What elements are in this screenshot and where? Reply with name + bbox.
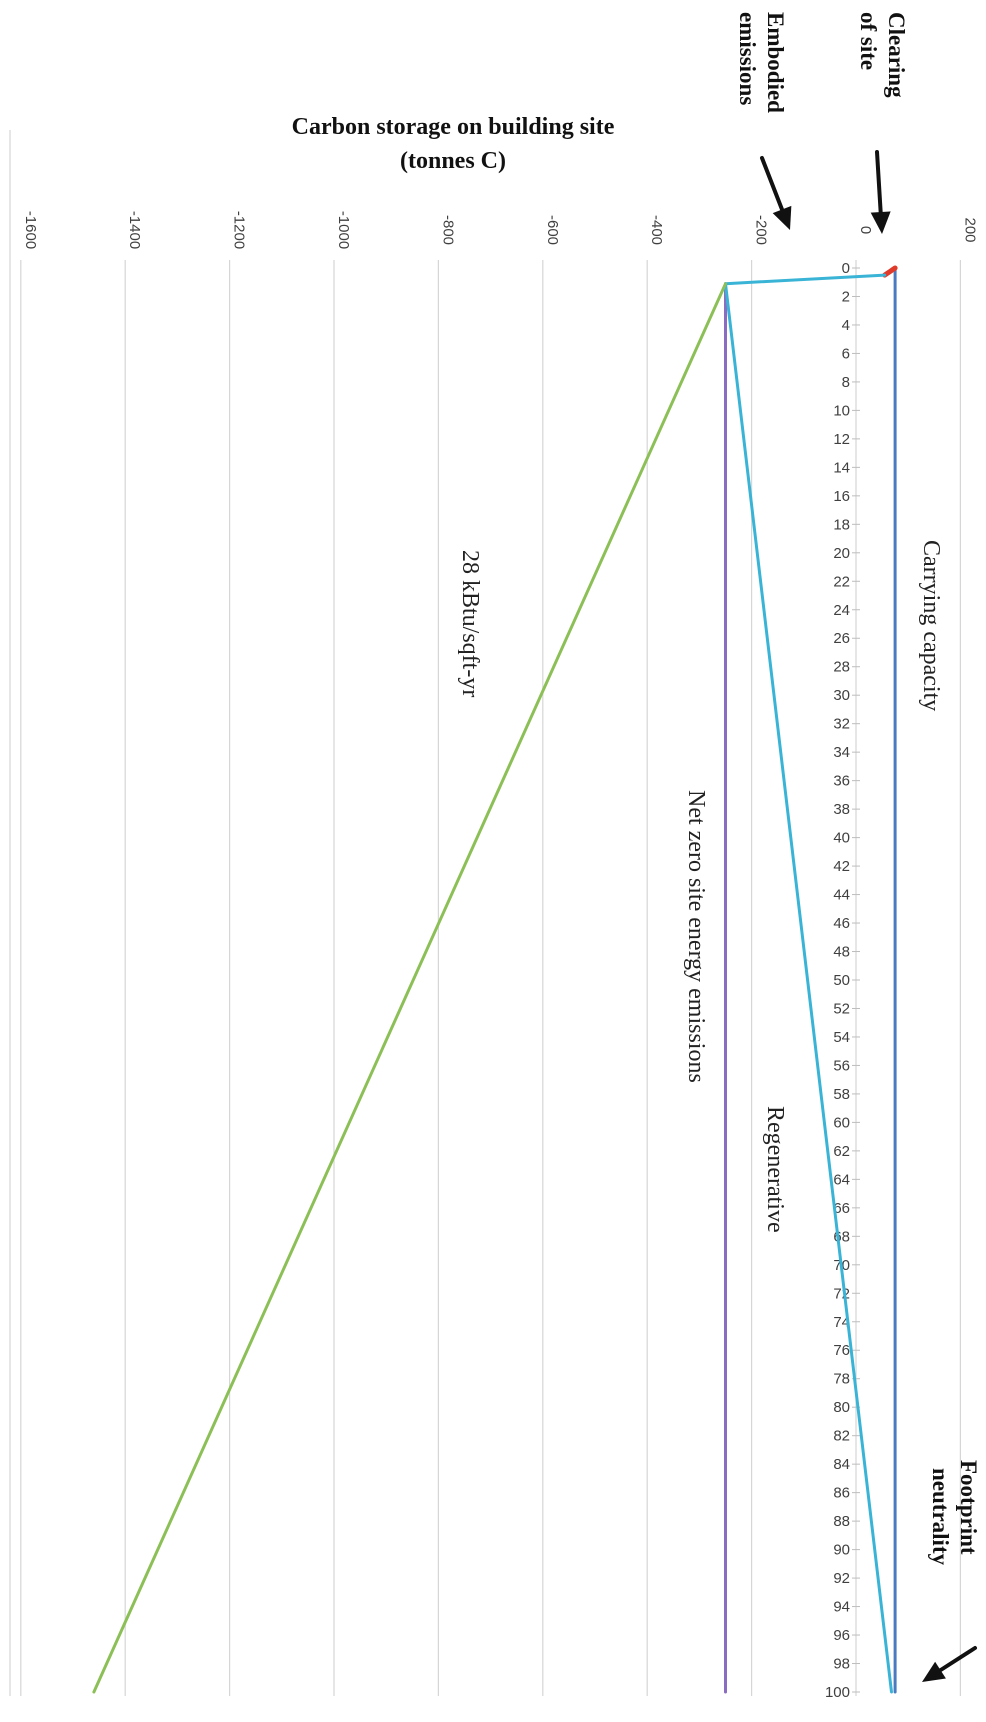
time-tick-label: 62	[833, 1143, 850, 1160]
time-tick-label: 98	[833, 1656, 850, 1673]
value-tick-label: 0	[857, 226, 874, 234]
time-tick-label: 64	[833, 1171, 850, 1188]
axis-title-line1: Carbon storage on building site	[292, 114, 615, 140]
label-regenerative: Regenerative	[762, 1106, 788, 1233]
clearing-arrow	[870, 150, 891, 234]
time-tick-label: 4	[842, 317, 850, 334]
time-tick-label: 54	[833, 1029, 850, 1046]
value-tick-label: -200	[753, 215, 770, 245]
label-embodied-line2: emissions	[735, 12, 760, 105]
value-tick-label: -1400	[126, 211, 143, 249]
annotation-arrows	[760, 150, 977, 1682]
footprint-arrow	[922, 1646, 977, 1682]
time-tick-label: 78	[833, 1371, 850, 1388]
time-tick-label: 42	[833, 858, 850, 875]
axes: 2000-200-400-600-800-1000-1200-1400-1600…	[9, 130, 978, 1701]
time-tick-label: 74	[833, 1314, 850, 1331]
label-embodied-line1: Embodied	[763, 12, 788, 113]
time-tick-label: 92	[833, 1570, 850, 1587]
time-tick-label: 34	[833, 744, 850, 761]
label-footprint-line2: neutrality	[928, 1468, 953, 1566]
time-tick-label: 76	[833, 1342, 850, 1359]
time-tick-label: 30	[833, 687, 850, 704]
time-tick-label: 88	[833, 1513, 850, 1530]
time-tick-label: 16	[833, 488, 850, 505]
time-tick-label: 44	[833, 887, 850, 904]
time-tick-label: 10	[833, 402, 850, 419]
label-net-zero: Net zero site energy emissions	[683, 790, 709, 1083]
time-tick-label: 60	[833, 1114, 850, 1131]
time-tick-label: 6	[842, 345, 850, 362]
value-tick-label: 200	[961, 217, 978, 242]
time-tick-label: 94	[833, 1599, 850, 1616]
series-line-embodied	[724, 273, 887, 286]
time-tick-label: 82	[833, 1428, 850, 1445]
value-tick-label: -1000	[335, 211, 352, 249]
value-tick-label: -1600	[22, 211, 39, 249]
label-footprint-line1: Footprint	[956, 1460, 981, 1555]
time-tick-label: 52	[833, 1000, 850, 1017]
time-tick-label: 8	[842, 374, 850, 391]
time-tick-label: 22	[833, 573, 850, 590]
time-tick-label: 2	[842, 288, 850, 305]
value-tick-label: -600	[544, 215, 561, 245]
time-tick-label: 58	[833, 1086, 850, 1103]
label-clearing-line2: of site	[856, 12, 881, 70]
time-tick-label: 90	[833, 1542, 850, 1559]
label-carrying-capacity: Carrying capacity	[918, 540, 944, 711]
time-tick-label: 36	[833, 773, 850, 790]
series-line-clearing	[882, 265, 898, 278]
time-tick-label: 0	[842, 260, 850, 277]
series-line-regenerative	[724, 282, 893, 1694]
value-tick-label: -400	[648, 215, 665, 245]
time-tick-label: 66	[833, 1200, 850, 1217]
time-tick-label: 86	[833, 1485, 850, 1502]
time-tick-label: 14	[833, 459, 850, 476]
time-tick-label: 96	[833, 1627, 850, 1644]
time-tick-label: 18	[833, 516, 850, 533]
time-tick-label: 24	[833, 602, 850, 619]
time-tick-label: 84	[833, 1456, 850, 1473]
time-tick-label: 32	[833, 716, 850, 733]
label-28-kbtu: 28 kBtu/sqft-yr	[457, 550, 483, 697]
time-tick-label: 48	[833, 944, 850, 961]
value-tick-label: -1200	[231, 211, 248, 249]
time-tick-label: 46	[833, 915, 850, 932]
label-clearing-line1: Clearing	[884, 12, 909, 98]
time-tick-label: 80	[833, 1399, 850, 1416]
time-tick-label: 12	[833, 431, 850, 448]
time-tick-label: 26	[833, 630, 850, 647]
axis-title-line2: (tonnes C)	[400, 148, 506, 174]
time-tick-label: 100	[825, 1684, 850, 1701]
grid	[20, 260, 962, 1696]
time-tick-label: 40	[833, 830, 850, 847]
time-tick-label: 38	[833, 801, 850, 818]
value-tick-label: -800	[439, 215, 456, 245]
time-tick-label: 50	[833, 972, 850, 989]
time-tick-label: 20	[833, 545, 850, 562]
time-tick-label: 28	[833, 659, 850, 676]
time-tick-label: 56	[833, 1057, 850, 1074]
embodied-arrow	[760, 156, 792, 230]
time-tick-label: 72	[833, 1285, 850, 1302]
series	[92, 265, 898, 1694]
series-line-kbtu28	[92, 282, 727, 1694]
